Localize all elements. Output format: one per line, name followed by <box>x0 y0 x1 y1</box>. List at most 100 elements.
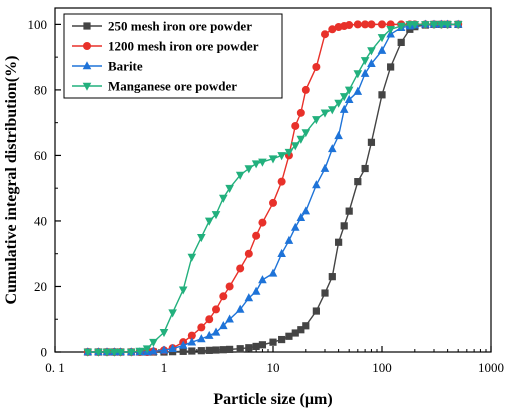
legend-label: Barite <box>108 59 143 74</box>
data-point <box>258 218 267 227</box>
data-point <box>258 341 267 349</box>
data-point <box>285 332 293 340</box>
data-point <box>211 327 221 336</box>
x-tick-label: 10 <box>267 360 280 375</box>
y-tick-label: 40 <box>34 213 47 228</box>
data-point <box>367 47 376 56</box>
data-point <box>340 222 348 230</box>
data-point <box>360 68 370 77</box>
x-tick-label: 0. 1 <box>45 360 65 375</box>
data-point <box>277 248 286 258</box>
data-point <box>178 286 188 295</box>
data-point <box>159 345 169 354</box>
data-point <box>453 21 463 30</box>
data-point <box>142 345 152 354</box>
data-point <box>378 91 386 99</box>
data-point <box>83 348 93 357</box>
data-point <box>328 273 336 281</box>
data-point <box>219 320 228 330</box>
data-point <box>212 346 220 354</box>
data-point <box>235 304 245 313</box>
data-point <box>377 45 387 54</box>
data-point <box>197 234 206 243</box>
data-point <box>312 180 321 189</box>
legend-label: Manganese ore powder <box>108 79 237 94</box>
y-tick-label: 60 <box>34 148 47 163</box>
x-axis-title: Particle size (µm) <box>213 391 332 408</box>
data-point <box>187 253 197 262</box>
data-point <box>367 138 376 146</box>
data-point <box>335 238 343 246</box>
data-point <box>334 130 343 140</box>
x-tick-label: 1000 <box>478 360 504 375</box>
data-point <box>345 21 354 30</box>
data-point <box>268 155 278 164</box>
y-tick-label: 80 <box>34 82 47 97</box>
data-point <box>339 93 349 102</box>
data-point <box>225 184 234 193</box>
data-point <box>361 20 370 29</box>
data-point <box>301 85 310 94</box>
data-point <box>297 326 305 334</box>
data-point <box>251 286 261 295</box>
legend: 250 mesh iron ore powder 1200 mesh iron o… <box>63 13 283 99</box>
series-4 <box>83 21 463 357</box>
legend-entry: Manganese ore powder <box>72 79 237 94</box>
data-point <box>187 331 196 340</box>
data-point <box>290 142 300 151</box>
data-point <box>284 148 294 157</box>
data-point <box>320 109 330 118</box>
legend-box <box>63 13 283 99</box>
data-point <box>302 322 310 330</box>
data-point <box>211 211 221 220</box>
data-point <box>236 264 245 273</box>
data-point <box>187 337 197 346</box>
data-point <box>301 129 311 138</box>
data-point <box>312 307 320 315</box>
data-point <box>353 20 362 29</box>
data-point <box>291 329 299 337</box>
data-point <box>205 315 214 324</box>
data-point <box>328 144 337 153</box>
data-point <box>443 21 452 30</box>
data-point <box>328 106 337 115</box>
data-point <box>245 344 253 352</box>
data-point <box>291 121 300 130</box>
data-point <box>320 163 330 172</box>
data-point <box>244 165 254 174</box>
data-point <box>353 70 363 79</box>
data-point <box>252 231 261 240</box>
data-point <box>204 217 214 226</box>
data-point <box>226 345 234 353</box>
data-point <box>110 348 119 357</box>
legend-entry: Barite <box>72 59 143 74</box>
data-point <box>361 164 369 173</box>
data-point <box>258 158 267 167</box>
data-point <box>219 194 228 203</box>
data-point <box>344 94 354 104</box>
legend-marker <box>82 82 92 91</box>
data-point <box>197 323 206 332</box>
data-point <box>197 347 205 355</box>
data-point <box>345 207 353 215</box>
legend-marker <box>83 42 91 50</box>
data-point <box>205 346 213 354</box>
data-point <box>244 293 254 302</box>
data-point <box>235 171 245 180</box>
data-point <box>268 268 278 277</box>
data-point <box>244 249 253 258</box>
data-point <box>102 348 112 357</box>
data-point <box>312 62 321 71</box>
data-point <box>219 292 228 301</box>
data-point <box>277 177 286 186</box>
data-point <box>284 235 294 244</box>
data-point <box>197 334 206 343</box>
data-point <box>344 86 354 95</box>
data-point <box>258 275 267 284</box>
data-point <box>278 335 286 344</box>
legend-marker <box>82 61 92 70</box>
data-point <box>168 309 177 318</box>
x-tick-label: 1 <box>161 360 168 375</box>
data-point <box>334 99 343 108</box>
